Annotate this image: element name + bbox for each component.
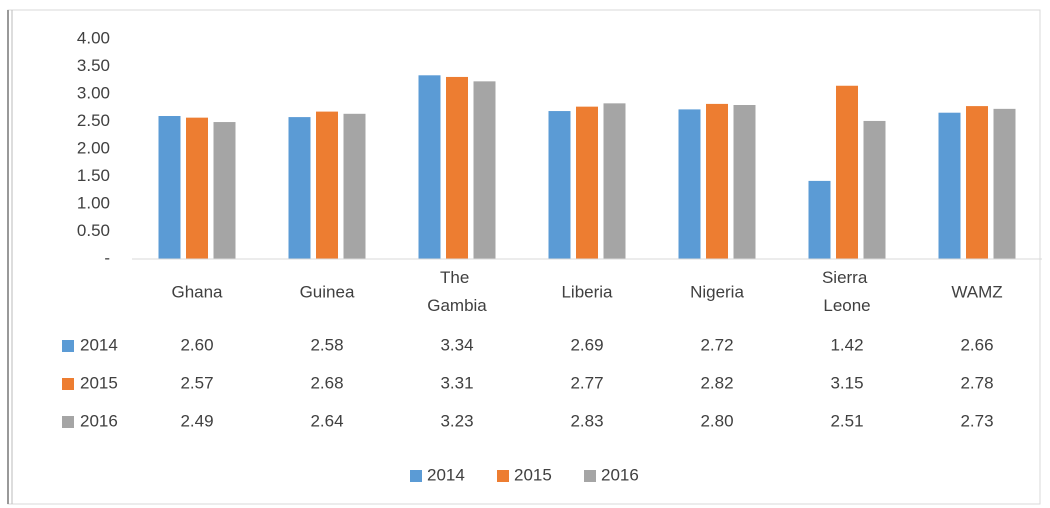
legend-swatch [584,470,596,482]
bar [808,180,831,259]
bar [418,75,441,259]
table-series-name: 2014 [80,335,118,354]
table-value: 2.78 [960,373,993,392]
legend-label: 2014 [427,465,465,484]
legend-swatch [497,470,509,482]
bar [316,111,338,259]
table-value: 2.60 [180,335,213,354]
bar [548,111,571,259]
y-tick-label: 4.00 [77,28,110,47]
bar [836,85,858,259]
y-tick-label: 2.50 [77,111,110,130]
bar [446,76,468,259]
bar [343,113,366,259]
y-tick-label: 2.00 [77,138,110,157]
bar [733,105,756,259]
y-tick-label: 3.50 [77,56,110,75]
table-value: 2.66 [960,335,993,354]
table-series-name: 2015 [80,373,118,392]
table-legend-swatch [62,378,74,390]
y-tick-label: 3.00 [77,83,110,102]
table-value: 2.77 [570,373,603,392]
x-tick-label: The Gambia [427,268,487,315]
table-value: 2.73 [960,411,993,430]
table-legend-swatch [62,340,74,352]
y-tick-label: 1.00 [77,193,110,212]
x-tick-label: Nigeria [690,282,744,301]
bar [966,106,988,259]
legend-label: 2015 [514,465,552,484]
bar [863,120,886,259]
table-value: 2.72 [700,335,733,354]
table-value: 2.80 [700,411,733,430]
table-value: 2.64 [310,411,343,430]
table-value: 2.51 [830,411,863,430]
legend-swatch [410,470,422,482]
table-value: 2.68 [310,373,343,392]
bar [288,117,311,259]
x-tick-label: Ghana [171,282,223,301]
bar [706,103,728,260]
x-tick-label: Liberia [561,282,613,301]
bar [186,117,208,260]
bar [473,81,496,259]
x-tick-label: Sierra Leone [822,268,872,315]
x-tick-label: Guinea [300,282,355,301]
table-value: 3.31 [440,373,473,392]
bar [678,109,701,260]
legend-label: 2016 [601,465,639,484]
bar [938,112,961,259]
bar [213,122,236,259]
y-tick-label: 0.50 [77,221,110,240]
table-value: 2.57 [180,373,213,392]
table-value: 3.34 [440,335,473,354]
bar [993,108,1016,259]
y-tick-label: 1.50 [77,166,110,185]
bar [603,103,626,259]
x-tick-label: WAMZ [951,282,1002,301]
bar [576,106,598,260]
table-value: 2.58 [310,335,343,354]
table-value: 2.83 [570,411,603,430]
table-value: 2.82 [700,373,733,392]
table-value: 2.69 [570,335,603,354]
y-tick-label: - [104,248,110,267]
table-legend-swatch [62,416,74,428]
table-value: 1.42 [830,335,863,354]
table-value: 3.23 [440,411,473,430]
bar [158,116,181,259]
table-value: 3.15 [830,373,863,392]
table-value: 2.49 [180,411,213,430]
table-series-name: 2016 [80,411,118,430]
